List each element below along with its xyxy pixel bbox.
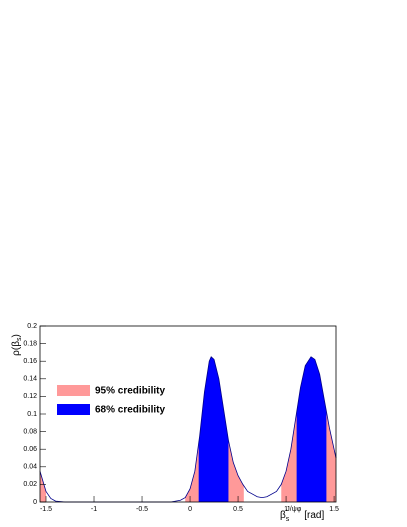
x-tick-label: -1.5 bbox=[40, 506, 52, 513]
y-tick-label: 0.1 bbox=[27, 411, 37, 418]
y-tick-label: 0 bbox=[33, 499, 37, 506]
x-title-unit: [rad] bbox=[304, 510, 324, 521]
legend-label: 95% credibility bbox=[95, 386, 165, 397]
x-tick-label: 1 bbox=[284, 506, 288, 513]
x-title-sub: s bbox=[286, 516, 290, 523]
x-title-main: β bbox=[280, 510, 286, 521]
y-tick-label: 0.2 bbox=[27, 323, 37, 330]
y-tick-label: 0.06 bbox=[23, 446, 37, 453]
y-tick-label: 0.14 bbox=[23, 376, 37, 383]
credibility-region bbox=[40, 471, 47, 502]
y-title-sub: s bbox=[16, 337, 23, 341]
legend-label: 68% credibility bbox=[95, 405, 165, 416]
credibility-region bbox=[296, 356, 327, 502]
y-tick-label: 0.04 bbox=[23, 464, 37, 471]
x-tick-label: -0.5 bbox=[136, 506, 148, 513]
x-tick-label: -1 bbox=[91, 506, 97, 513]
y-tick-label: 0.02 bbox=[23, 481, 37, 488]
x-tick-label: 1.5 bbox=[329, 506, 339, 513]
legend-swatch bbox=[57, 404, 90, 415]
y-title-close: ) bbox=[11, 334, 22, 337]
y-axis-title: ρ(βs) bbox=[11, 334, 23, 356]
x-tick-label: 0.5 bbox=[233, 506, 243, 513]
y-tick-label: 0.08 bbox=[23, 428, 37, 435]
legend-swatch bbox=[57, 385, 90, 396]
y-title-main: ρ(β bbox=[11, 341, 22, 356]
y-tick-label: 0.12 bbox=[23, 393, 37, 400]
y-tick-label: 0.16 bbox=[23, 358, 37, 365]
x-axis-title: βs J/ψφ[rad] bbox=[280, 506, 324, 523]
x-tick-label: 0 bbox=[188, 506, 192, 513]
y-tick-label: 0.18 bbox=[23, 340, 37, 347]
x-title-sup: J/ψφ bbox=[286, 506, 301, 513]
